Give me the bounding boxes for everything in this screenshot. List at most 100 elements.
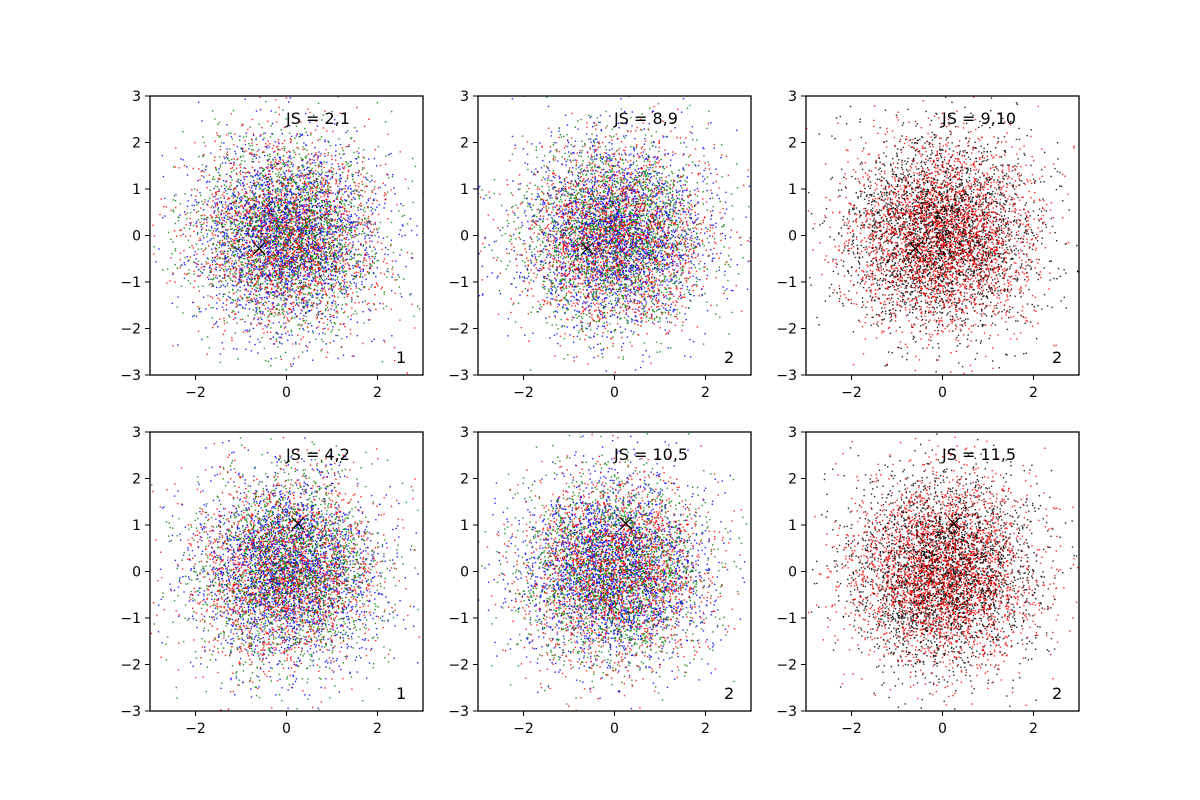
- scatter-point: [263, 221, 265, 223]
- scatter-point: [342, 257, 344, 259]
- scatter-point: [370, 223, 372, 226]
- scatter-point: [202, 253, 205, 256]
- scatter-point: [232, 289, 234, 291]
- scatter-point: [253, 228, 255, 231]
- scatter-point: [282, 268, 285, 271]
- scatter-point: [275, 226, 277, 228]
- scatter-point: [279, 342, 281, 344]
- scatter-point: [291, 162, 293, 164]
- scatter-point: [237, 178, 240, 181]
- scatter-point: [262, 213, 264, 215]
- scatter-point: [307, 274, 310, 276]
- scatter-point: [267, 323, 270, 326]
- scatter-point: [179, 202, 182, 205]
- scatter-point: [201, 169, 203, 172]
- scatter-point: [301, 158, 303, 161]
- scatter-point: [285, 287, 287, 290]
- scatter-point: [252, 191, 254, 194]
- scatter-point: [250, 322, 252, 324]
- scatter-point: [342, 288, 345, 291]
- scatter-point: [289, 212, 292, 214]
- scatter-point: [374, 223, 376, 225]
- scatter-point: [279, 313, 281, 316]
- scatter-point: [233, 163, 235, 165]
- scatter-point: [383, 339, 385, 342]
- scatter-point: [234, 253, 237, 256]
- scatter-point: [242, 273, 244, 276]
- scatter-point: [255, 311, 257, 313]
- scatter-point: [307, 246, 309, 249]
- scatter-point: [289, 246, 291, 249]
- scatter-point: [261, 254, 263, 256]
- scatter-point: [278, 233, 280, 236]
- scatter-point: [251, 256, 254, 258]
- scatter-point: [343, 278, 346, 281]
- scatter-point: [347, 162, 349, 165]
- scatter-point: [306, 162, 308, 165]
- scatter-point: [299, 318, 301, 320]
- scatter-point: [235, 205, 238, 207]
- scatter-point: [297, 226, 300, 228]
- scatter-point: [248, 228, 251, 231]
- scatter-point: [268, 201, 270, 204]
- scatter-point: [233, 262, 236, 264]
- scatter-point: [246, 266, 248, 268]
- scatter-point: [263, 270, 265, 272]
- scatter-point: [312, 239, 314, 241]
- scatter-point: [236, 173, 238, 175]
- scatter-point: [311, 195, 314, 197]
- scatter-point: [271, 182, 273, 185]
- scatter-point: [292, 254, 294, 257]
- scatter-point: [308, 276, 311, 278]
- scatter-point: [377, 213, 380, 216]
- scatter-point: [264, 263, 266, 265]
- scatter-point: [238, 228, 241, 230]
- scatter-point: [350, 188, 352, 190]
- scatter-point: [322, 199, 324, 202]
- scatter-point: [330, 166, 333, 169]
- scatter-point: [310, 153, 313, 155]
- scatter-point: [362, 245, 365, 247]
- scatter-point: [295, 231, 298, 233]
- scatter-point: [275, 234, 277, 236]
- scatter-point: [347, 188, 349, 190]
- scatter-point: [343, 153, 345, 155]
- scatter-point: [241, 204, 243, 207]
- scatter-point: [341, 228, 343, 230]
- scatter-point: [296, 205, 298, 207]
- scatter-point: [342, 264, 344, 267]
- scatter-point: [231, 167, 234, 169]
- scatter-point: [255, 204, 257, 206]
- scatter-point: [347, 262, 349, 264]
- scatter-point: [328, 141, 330, 144]
- scatter-point: [224, 207, 226, 210]
- scatter-point: [217, 223, 219, 226]
- scatter-point: [257, 278, 259, 280]
- scatter-point: [269, 236, 272, 239]
- scatter-point: [280, 326, 282, 328]
- scatter-point: [219, 164, 222, 166]
- scatter-point: [271, 279, 273, 282]
- scatter-point: [213, 187, 215, 190]
- scatter-point: [309, 176, 311, 178]
- scatter-point: [367, 271, 369, 273]
- scatter-point: [364, 176, 367, 179]
- scatter-point: [266, 241, 269, 243]
- scatter-point: [308, 283, 310, 286]
- scatter-point: [174, 199, 177, 202]
- scatter-point: [320, 153, 322, 155]
- scatter-point: [348, 169, 350, 171]
- scatter-point: [248, 308, 251, 310]
- scatter-point: [306, 185, 309, 188]
- scatter-point: [326, 205, 329, 207]
- scatter-point: [329, 270, 332, 272]
- scatter-point: [266, 283, 268, 285]
- scatter-point: [278, 183, 280, 185]
- scatter-point: [267, 233, 270, 235]
- scatter-point: [173, 210, 175, 213]
- scatter-point: [212, 219, 214, 222]
- scatter-point: [340, 177, 343, 180]
- scatter-point: [317, 238, 319, 241]
- scatter-point: [241, 160, 243, 162]
- scatter-point: [278, 269, 280, 271]
